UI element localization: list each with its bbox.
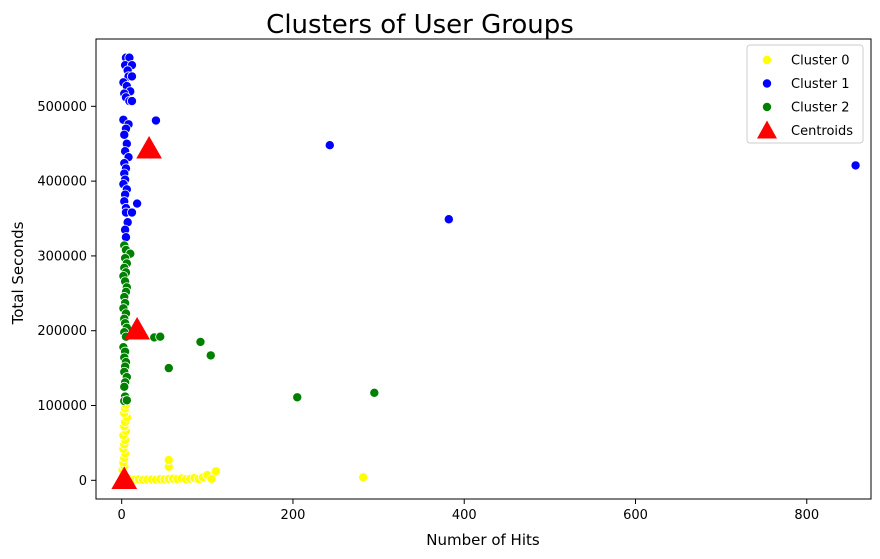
legend-label: Cluster 0	[791, 54, 850, 69]
y-axis-label: Total Seconds	[9, 221, 27, 325]
data-point	[205, 350, 216, 361]
y-tick-label: 400000	[37, 175, 87, 190]
data-point	[163, 363, 174, 374]
legend-label: Centroids	[791, 124, 853, 139]
x-axis-label: Number of Hits	[426, 531, 540, 549]
data-point	[120, 232, 131, 243]
y-tick-label: 500000	[37, 100, 87, 115]
centroid-marker	[124, 316, 150, 340]
data-point	[206, 473, 217, 484]
data-point	[126, 96, 137, 107]
series-cluster-0	[117, 399, 369, 486]
series-cluster-1	[118, 52, 861, 243]
x-tick-label: 800	[794, 508, 819, 523]
x-tick-label: 600	[623, 508, 648, 523]
y-tick-label: 200000	[37, 324, 87, 339]
data-point	[324, 140, 335, 151]
y-tick-label: 300000	[37, 249, 87, 264]
legend-marker	[762, 102, 773, 113]
legend: Cluster 0 Cluster 1 Cluster 2 Centroids	[746, 44, 864, 144]
y-tick-label: 0	[79, 474, 87, 489]
data-point	[126, 207, 137, 218]
centroid-marker	[136, 135, 162, 159]
legend-marker	[762, 55, 773, 66]
data-point	[195, 336, 206, 347]
legend-box	[746, 44, 864, 144]
data-point	[292, 392, 303, 403]
data-point	[126, 71, 137, 82]
series-cluster-2	[118, 240, 380, 407]
series-centroids	[111, 135, 162, 490]
x-tick-label: 200	[281, 508, 306, 523]
data-point	[119, 381, 130, 392]
data-point	[150, 115, 161, 126]
data-point	[132, 198, 143, 209]
data-point	[163, 455, 174, 466]
legend-centroid-marker	[757, 120, 777, 139]
legend-label: Cluster 1	[791, 77, 850, 92]
data-point	[119, 129, 130, 140]
y-tick-label: 100000	[37, 399, 87, 414]
x-tick-label: 0	[118, 508, 126, 523]
legend-marker	[762, 78, 773, 89]
x-tick-label: 400	[452, 508, 477, 523]
data-point	[443, 214, 454, 225]
data-point	[369, 387, 380, 398]
legend-label: Cluster 2	[791, 101, 850, 116]
data-point	[121, 395, 132, 406]
x-axis: 0 200 400 600 800	[118, 499, 819, 523]
data-point	[155, 331, 166, 342]
data-point	[850, 160, 861, 171]
chart-title: Clusters of User Groups	[266, 10, 574, 40]
axes-frame	[95, 38, 872, 500]
plot-area	[111, 52, 861, 490]
centroid-marker	[111, 466, 138, 490]
data-point	[210, 466, 221, 477]
y-axis: 0 100000 200000 300000 400000 500000	[37, 100, 96, 489]
data-point	[358, 472, 369, 483]
